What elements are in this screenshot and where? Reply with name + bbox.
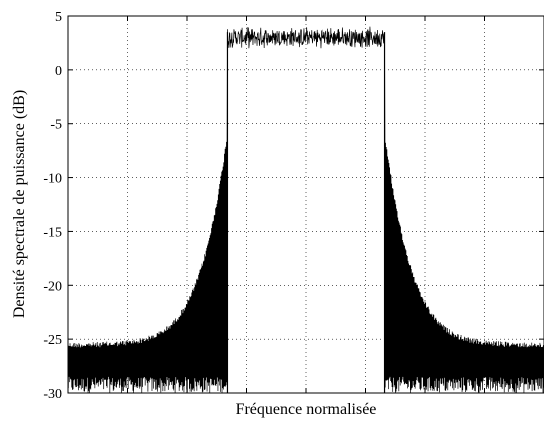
- grid-lines: [68, 16, 544, 393]
- y-tick-label: 5: [55, 10, 62, 25]
- psd-series: [67, 26, 544, 393]
- y-tick-label: -15: [43, 225, 62, 240]
- y-tick-label: -20: [43, 279, 62, 294]
- y-tick-label: 0: [55, 64, 62, 79]
- y-tick-labels: 5 0 -5 -10 -15 -20 -25 -30: [43, 10, 62, 402]
- y-tick-label: -10: [43, 172, 62, 187]
- y-tick-label: -25: [43, 333, 62, 348]
- y-tick-label: -5: [50, 118, 62, 133]
- y-tick-label: -30: [43, 387, 62, 402]
- axis-ticks: [68, 15, 544, 394]
- psd-trace: [67, 26, 544, 393]
- x-axis-label: Fréquence normalisée: [236, 401, 377, 418]
- y-axis-label: Densité spectrale de puissance (dB): [11, 90, 28, 318]
